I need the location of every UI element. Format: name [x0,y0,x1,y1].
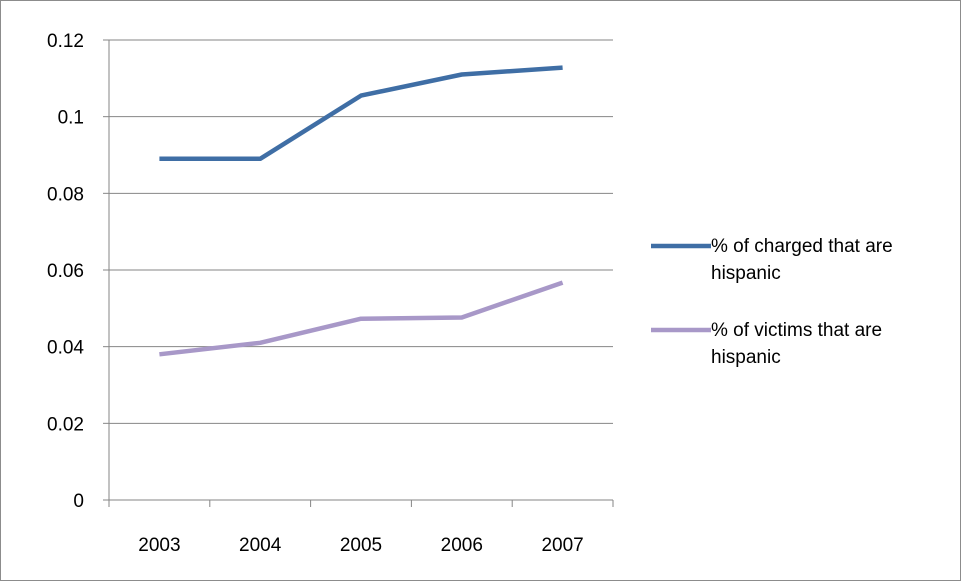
x-tick-label: 2003 [138,535,180,556]
legend-entry-2: % of victims that are hispanic [651,320,882,368]
y-tick-label: 0.08 [47,184,84,205]
y-tick-label: 0 [73,491,84,512]
x-tick-label: 2007 [541,535,583,556]
legend-label: % of charged that are [711,236,893,257]
y-tick-label: 0.02 [47,414,84,435]
legend-entry-1: % of charged that are hispanic [651,236,893,284]
legend-label: % of victims that are [711,320,882,341]
y-tick-label: 0.04 [47,338,84,359]
x-tick-label: 2006 [441,535,483,556]
y-tick-label: 0.06 [47,261,84,282]
series-lines [159,68,562,355]
legend-label: hispanic [711,347,781,368]
x-tick-label: 2004 [239,535,282,556]
x-tick-label: 2005 [340,535,382,556]
legend-label: hispanic [711,263,781,284]
y-tick-label: 0.1 [58,108,84,129]
y-tick-label: 0.12 [47,31,84,52]
series-line-2 [159,283,562,355]
series-line-1 [159,68,562,159]
